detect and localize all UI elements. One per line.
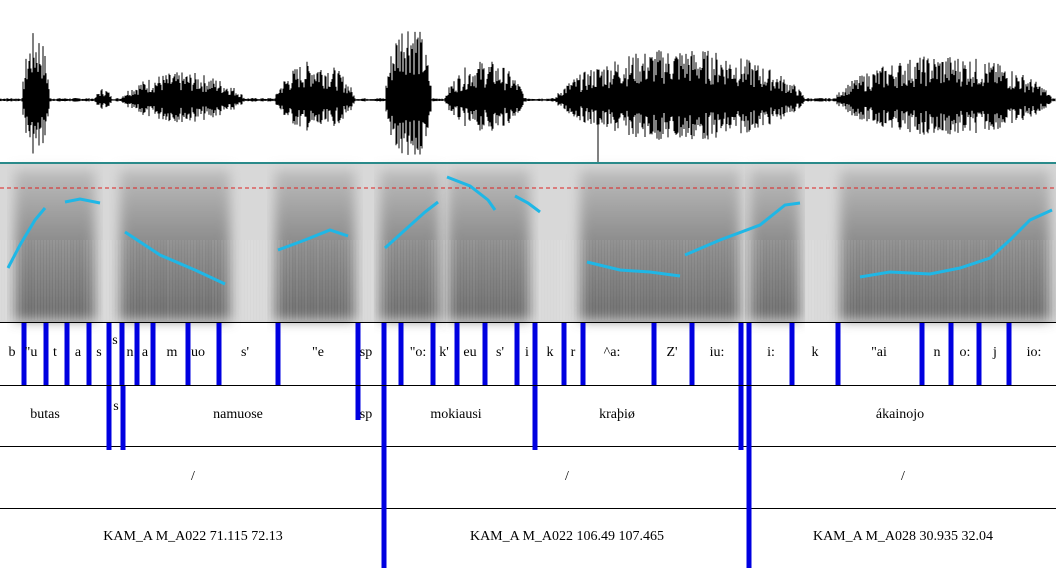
- boundary: [107, 323, 112, 385]
- boundary: [747, 386, 752, 568]
- boundary: [562, 323, 567, 385]
- boundary: [135, 323, 140, 385]
- phone-label: n: [934, 345, 941, 360]
- word-label: s: [113, 399, 118, 414]
- boundary: [44, 323, 49, 385]
- word-label: namuose: [213, 407, 263, 422]
- boundary: [87, 323, 92, 385]
- phone-label: a: [75, 345, 82, 360]
- phone-label: "e: [312, 345, 324, 360]
- boundary: [949, 323, 954, 385]
- boundary: [533, 386, 538, 450]
- boundary: [652, 323, 657, 385]
- phone-label: i:: [767, 345, 775, 360]
- boundary: [65, 323, 70, 385]
- boundary: [533, 323, 538, 385]
- boundary: [739, 386, 744, 450]
- boundary: [121, 386, 126, 450]
- boundary: [382, 386, 387, 568]
- boundary: [690, 323, 695, 385]
- phone-label: a: [142, 345, 149, 360]
- boundary: [977, 323, 982, 385]
- phone-label: sp: [360, 345, 372, 360]
- boundary: [382, 323, 387, 385]
- phone-label: ^a:: [604, 345, 621, 360]
- utterance-label: KAM_A M_A022 106.49 107.465: [470, 529, 664, 544]
- utterance-label: KAM_A M_A022 71.115 72.13: [103, 529, 283, 544]
- phone-label: iu:: [710, 345, 725, 360]
- phone-label: io:: [1027, 345, 1042, 360]
- phone-label: s: [96, 345, 101, 360]
- annotation-view: b"utassnamuos'"esp"o:k'eus'ikr^a:Z'iu:i:…: [0, 0, 1056, 568]
- word-label: kraþiø: [599, 407, 635, 422]
- spectrogram: [0, 170, 1053, 320]
- phone-label: eu: [463, 345, 476, 360]
- phone-label: t: [53, 345, 57, 360]
- boundary: [455, 323, 460, 385]
- phrase-label: /: [901, 469, 905, 484]
- phrase-label: /: [565, 469, 569, 484]
- phone-label: o:: [960, 345, 971, 360]
- phone-label: "ai: [871, 345, 887, 360]
- boundary: [217, 323, 222, 385]
- phone-label: k: [547, 345, 554, 360]
- phone-label: b: [9, 345, 16, 360]
- boundary: [790, 323, 795, 385]
- phone-label: uo: [191, 345, 205, 360]
- phrase-label: /: [191, 469, 195, 484]
- boundary: [836, 323, 841, 385]
- utterance-label: KAM_A M_A028 30.935 32.04: [813, 529, 993, 544]
- phone-label: r: [571, 345, 576, 360]
- phone-label: i: [525, 345, 529, 360]
- phone-label: "u: [25, 345, 38, 360]
- phone-label: j: [992, 345, 997, 360]
- boundary: [107, 386, 112, 450]
- boundary: [739, 323, 744, 385]
- word-label: sp: [360, 407, 372, 422]
- boundary: [1007, 323, 1012, 385]
- boundary: [186, 323, 191, 385]
- boundary: [747, 323, 752, 385]
- phone-label: s': [496, 345, 504, 360]
- word-label: mokiausi: [430, 407, 481, 422]
- boundary: [120, 323, 125, 385]
- boundary: [276, 323, 281, 385]
- boundary: [515, 323, 520, 385]
- word-label: butas: [30, 407, 60, 422]
- boundary: [431, 323, 436, 385]
- phone-label: m: [167, 345, 178, 360]
- boundary: [920, 323, 925, 385]
- phone-label: k': [439, 345, 449, 360]
- boundary: [581, 323, 586, 385]
- boundary: [483, 323, 488, 385]
- phone-label: n: [127, 345, 134, 360]
- phone-label: k: [812, 345, 819, 360]
- phone-label: "o:: [410, 345, 427, 360]
- boundary: [151, 323, 156, 385]
- boundary: [399, 323, 404, 385]
- word-label: ákainojo: [876, 407, 924, 422]
- phone-label: s': [241, 345, 249, 360]
- phone-label: s: [112, 333, 117, 348]
- phone-label: Z': [666, 345, 677, 360]
